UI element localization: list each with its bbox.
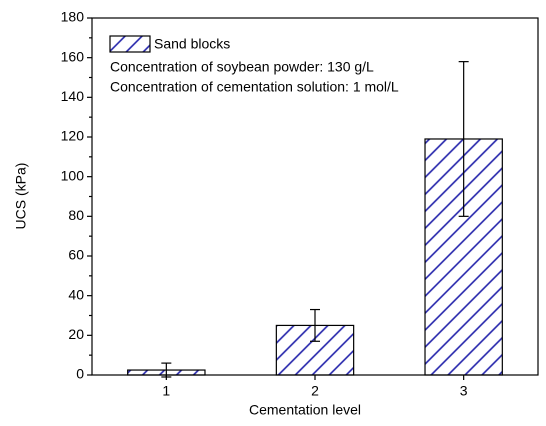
y-tick-label: 180: [61, 9, 85, 25]
y-tick-label: 140: [61, 88, 85, 104]
legend-swatch: [109, 35, 151, 53]
x-tick-label: 1: [162, 383, 170, 399]
error-bar: [310, 308, 320, 342]
error-bar: [458, 61, 469, 217]
annotation: Concentration of cementation solution: 1…: [110, 79, 399, 95]
y-axis-label: UCS (kPa): [13, 163, 29, 230]
plot-frame: [91, 17, 539, 376]
y-tick-label: 120: [61, 128, 85, 144]
y-tick-label: 40: [68, 286, 84, 302]
x-tick-label: 3: [460, 383, 468, 399]
x-axis-label: Cementation level: [249, 402, 361, 418]
y-tick-label: 100: [61, 167, 85, 183]
x-tick-label: 2: [311, 383, 319, 399]
y-tick-label: 20: [68, 326, 84, 342]
legend-label: Sand blocks: [154, 36, 230, 52]
y-tick-label: 160: [61, 48, 85, 64]
annotation: Concentration of soybean powder: 130 g/L: [110, 59, 374, 75]
y-tick-label: 0: [76, 366, 84, 382]
y-tick-label: 80: [68, 207, 84, 223]
y-tick-label: 60: [68, 247, 84, 263]
